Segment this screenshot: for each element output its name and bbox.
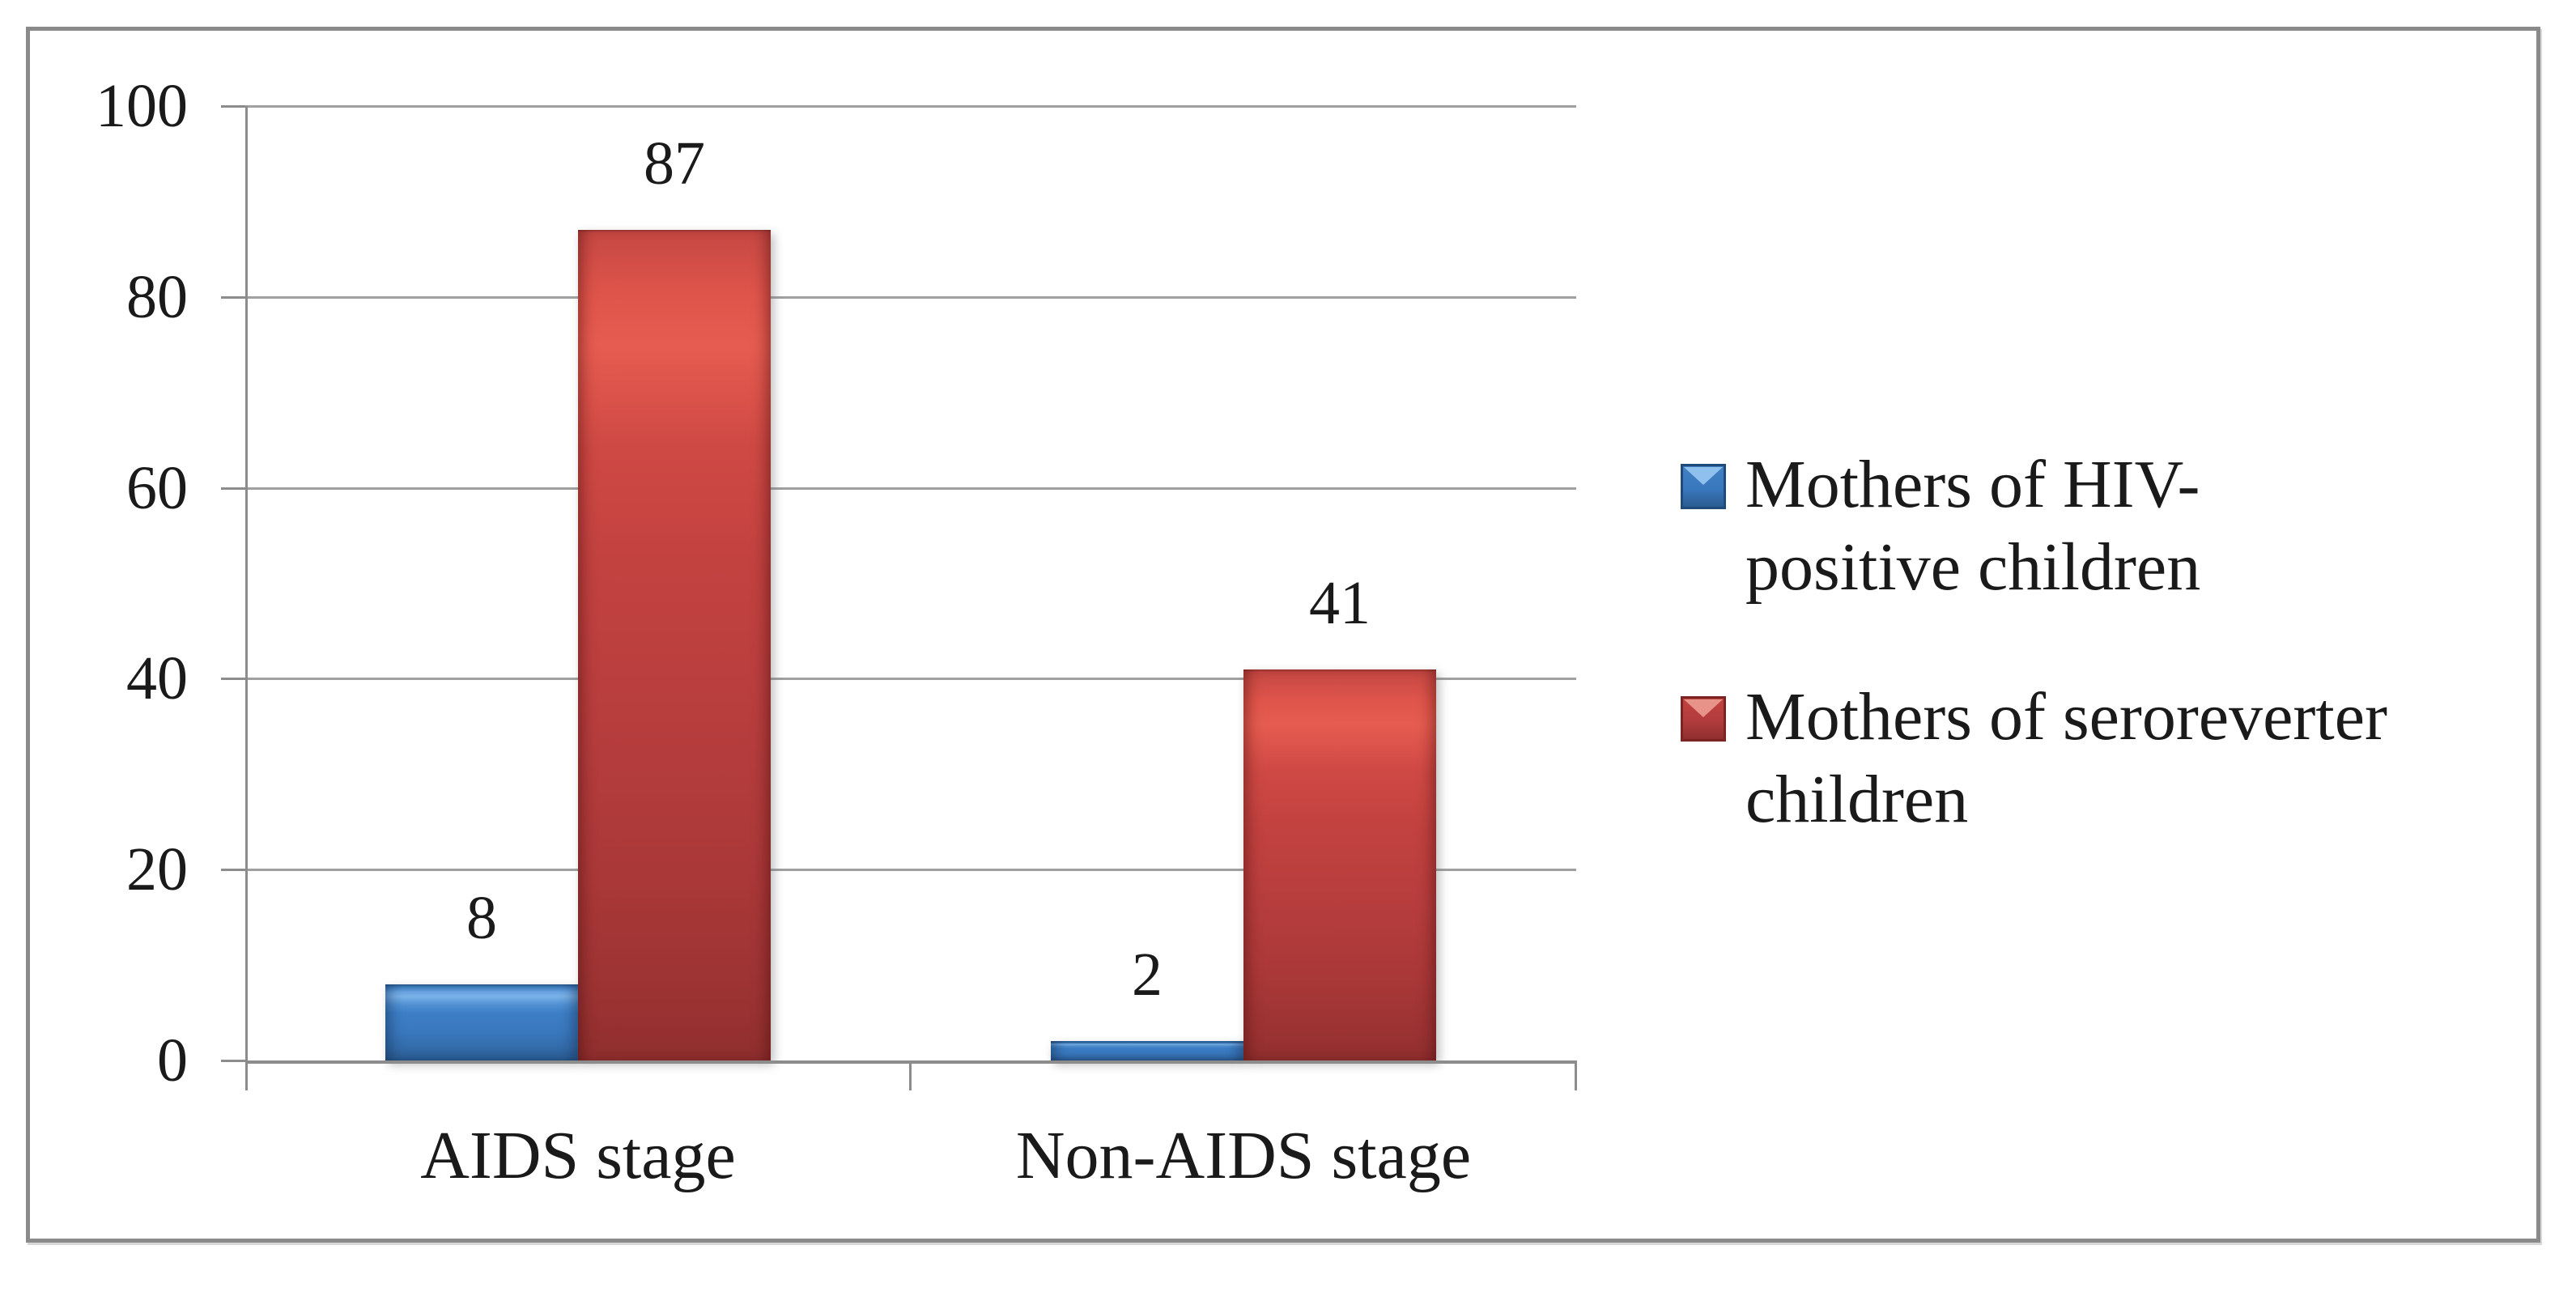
gridline (245, 487, 1576, 490)
category-label: Non-AIDS stage (1015, 1118, 1472, 1193)
legend-label: Mothers of HIV-positive children (1745, 447, 2201, 605)
bar-red-2 (1243, 669, 1436, 1060)
bar-blue-1 (385, 984, 578, 1060)
gridline (245, 869, 1576, 872)
bar-red-1 (578, 230, 771, 1060)
legend: Mothers of HIV-positive children Mothers … (1681, 444, 2393, 908)
legend-marker-blue-icon (1681, 464, 1726, 509)
legend-entry: Mothers of HIV-positive children (1681, 444, 2393, 609)
legend-entry: Mothers of seroreverter children (1681, 676, 2393, 841)
y-tick-label: 40 (126, 644, 188, 713)
gridline (245, 678, 1576, 681)
legend-label: Mothers of seroreverter children (1745, 679, 2387, 837)
y-tick-mark (221, 869, 245, 872)
y-axis-line (245, 106, 248, 1090)
data-label: 8 (466, 883, 497, 952)
data-label: 41 (1309, 568, 1371, 637)
y-tick-label: 20 (126, 835, 188, 904)
gridline (245, 105, 1576, 108)
y-tick-label: 100 (96, 72, 188, 140)
x-tick-mark (909, 1060, 912, 1090)
y-tick-label: 80 (126, 262, 188, 331)
y-tick-mark (221, 678, 245, 681)
category-label: AIDS stage (420, 1118, 736, 1193)
x-tick-mark (1575, 1060, 1577, 1090)
y-tick-mark (221, 105, 245, 108)
data-label: 2 (1132, 941, 1163, 1009)
gridline (245, 295, 1576, 299)
y-tick-label: 60 (126, 453, 188, 522)
y-tick-mark (221, 1060, 245, 1062)
y-tick-label: 0 (157, 1026, 188, 1094)
y-tick-mark (221, 487, 245, 490)
legend-marker-red-icon (1681, 696, 1726, 742)
bar-blue-2 (1051, 1041, 1243, 1060)
data-label: 87 (644, 130, 705, 198)
y-tick-mark (221, 295, 245, 299)
